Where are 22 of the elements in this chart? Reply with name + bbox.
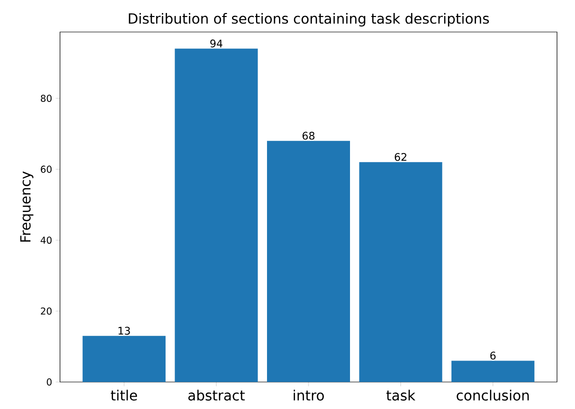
y-tick-label: 40 (40, 236, 52, 244)
y-axis-title: Frequency (20, 171, 34, 242)
bar (451, 360, 534, 382)
data-label: 13 (118, 326, 130, 335)
y-tick-label: 80 (40, 94, 52, 102)
x-tick-label: intro (294, 390, 324, 401)
y-tick-label: 0 (46, 378, 52, 386)
x-tick-label: abstract (188, 390, 245, 401)
bar (174, 48, 258, 382)
x-tick-label: task (386, 390, 416, 401)
chart-title: Distribution of sections containing task descriptions (128, 13, 489, 26)
x-tick-label: conclusion (456, 390, 529, 401)
data-label: 62 (394, 153, 406, 161)
bar (82, 336, 166, 382)
data-label: 94 (210, 40, 222, 48)
y-tick-label: 20 (40, 307, 52, 315)
x-tick-label: title (110, 390, 137, 401)
bar (359, 162, 442, 382)
data-label: 68 (302, 132, 314, 140)
data-label: 6 (490, 352, 496, 360)
y-tick-label: 60 (40, 166, 52, 173)
bar (267, 140, 350, 382)
